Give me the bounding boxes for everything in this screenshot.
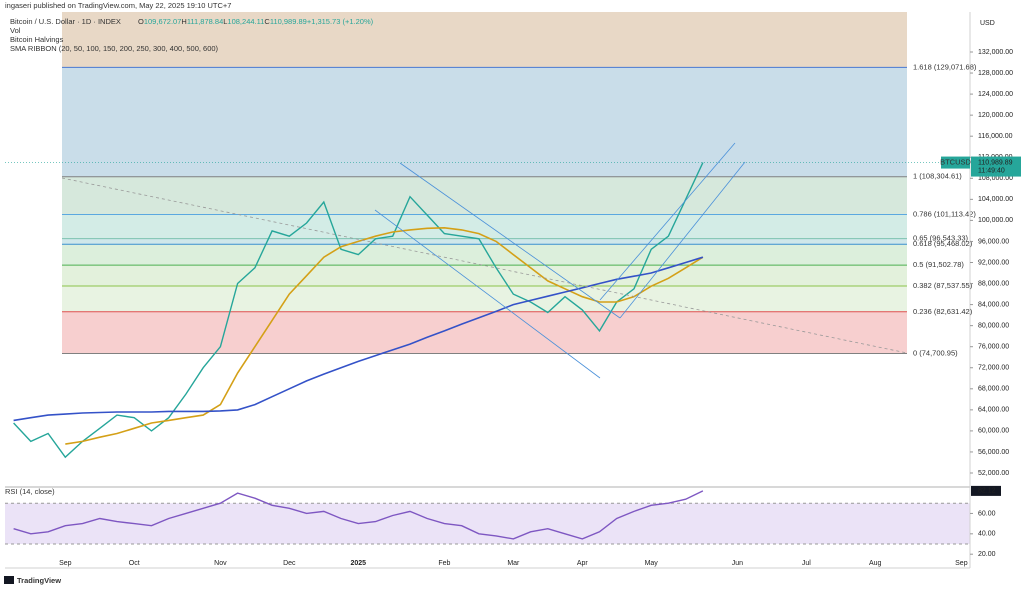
y-tick-label: 124,000.00 (978, 91, 1013, 98)
fib-zone (62, 238, 907, 245)
x-tick-label: Sep (59, 560, 72, 567)
fib-label: 0 (74,700.95) (913, 349, 958, 358)
last-price-label: 110,989.89 (978, 159, 1013, 166)
y-tick-label: 72,000.00 (978, 365, 1009, 372)
x-tick-label: May (645, 560, 659, 567)
x-tick-label: Dec (283, 560, 296, 567)
y-tick-label: 104,000.00 (978, 196, 1013, 203)
channel-line (399, 162, 621, 319)
legend-title: Bitcoin / U.S. Dollar · 1D · INDEX (10, 17, 121, 26)
last-price-symbol: BTCUSD (940, 158, 971, 167)
y-tick-label: 64,000.00 (978, 407, 1009, 414)
fib-zone (62, 265, 907, 286)
fib-label: 1.618 (129,071.68) (913, 62, 977, 71)
x-tick-label: Feb (438, 560, 450, 567)
y-tick-label: 92,000.00 (978, 259, 1009, 266)
x-tick-label: Oct (129, 560, 140, 567)
y-tick-label: 20.00 (978, 551, 996, 558)
y-tick-label: 132,000.00 (978, 49, 1013, 56)
y-tick-label: 68,000.00 (978, 386, 1009, 393)
ohlc-value: 110,989.89 (270, 17, 307, 26)
fib-label: 0.786 (101,113.42) (913, 210, 976, 219)
x-tick-label: Apr (577, 560, 589, 567)
channel-line (374, 209, 601, 379)
rsi-last-label: 82.12 (978, 488, 996, 495)
fib-label: 1 (108,304.61) (913, 172, 962, 181)
indicator: Vol (10, 26, 21, 35)
fib-zone (62, 67, 907, 177)
logo (4, 576, 14, 584)
ohlc-key: O (138, 17, 144, 26)
fib-label: 0.618 (95,468.02) (913, 239, 973, 248)
channel-line (619, 161, 746, 319)
last-price-countdown: 11:49:40 (978, 167, 1005, 174)
ohlc-key: C (264, 17, 270, 26)
currency: USD (980, 20, 995, 27)
fib-zone (62, 285, 907, 312)
ohlc-value: +1,315.73 (+1.20%) (307, 17, 374, 26)
series-line (13, 490, 704, 540)
indicator: Bitcoin Halvings (10, 35, 64, 44)
ohlc-value: 111,878.84 (187, 17, 223, 26)
x-tick-label: Nov (214, 560, 227, 567)
x-tick-label: Sep (955, 560, 968, 567)
channel-line (599, 142, 736, 301)
series-line (13, 256, 704, 422)
y-tick-label: 128,000.00 (978, 70, 1013, 77)
ohlc-value: 109,672.07 (144, 17, 182, 26)
indicator: SMA RIBBON (20, 50, 100, 150, 200, 250, … (10, 44, 219, 53)
fib-zone (62, 311, 907, 354)
y-tick-label: 84,000.00 (978, 301, 1009, 308)
ohlc-key: L (223, 17, 227, 26)
publisher: ingaseri published on TradingView.com, M… (5, 1, 231, 10)
y-tick-label: 116,000.00 (978, 133, 1013, 140)
x-tick-label: 2025 (350, 560, 366, 567)
y-tick-label: 96,000.00 (978, 238, 1009, 245)
fib-zones (62, 12, 907, 354)
fib-label: 0.65 (96,543.33) (913, 234, 969, 243)
trend-drawings (61, 142, 908, 379)
x-tick-label: Jul (802, 560, 811, 567)
y-tick-label: 100,000.00 (978, 217, 1013, 224)
fib-label: 0.236 (82,631.42) (913, 307, 973, 316)
footer-brand: TradingView (17, 576, 61, 585)
y-tick-label: 60.00 (978, 510, 996, 517)
y-tick-label: 56,000.00 (978, 449, 1009, 456)
y-tick-label: 108,000.00 (978, 175, 1013, 182)
x-tick-label: Mar (507, 560, 520, 567)
rsi-title: RSI (14, close) (5, 487, 55, 496)
rsi-pane (5, 490, 970, 545)
fib-zone (62, 176, 907, 215)
y-tick-label: 120,000.00 (978, 112, 1013, 119)
y-tick-label: 76,000.00 (978, 344, 1009, 351)
last-price-tag (971, 156, 1021, 177)
y-tick-label: 52,000.00 (978, 470, 1009, 477)
fib-zone (62, 214, 907, 239)
x-tick-label: Jun (732, 560, 743, 567)
rsi-last-tag (971, 485, 1001, 496)
ohlc-key: H (181, 17, 186, 26)
y-tick-label: 88,000.00 (978, 280, 1009, 287)
fib-zone (62, 12, 907, 68)
series-line (13, 162, 704, 459)
last-price-box (941, 156, 970, 169)
fib-label: 0.5 (91,502.78) (913, 260, 964, 269)
fib-label: 0.382 (87,537.55) (913, 281, 973, 290)
rsi-band (5, 503, 970, 545)
ohlc-value: 108,244.11 (227, 17, 264, 26)
y-tick-label: 60,000.00 (978, 428, 1009, 435)
y-tick-label: 80,000.00 (978, 322, 1009, 329)
y-tick-label: 40.00 (978, 531, 996, 538)
x-tick-label: Aug (869, 560, 882, 567)
ohlc: O109,672.07H111,878.84L108,244.11C110,98… (138, 17, 374, 26)
